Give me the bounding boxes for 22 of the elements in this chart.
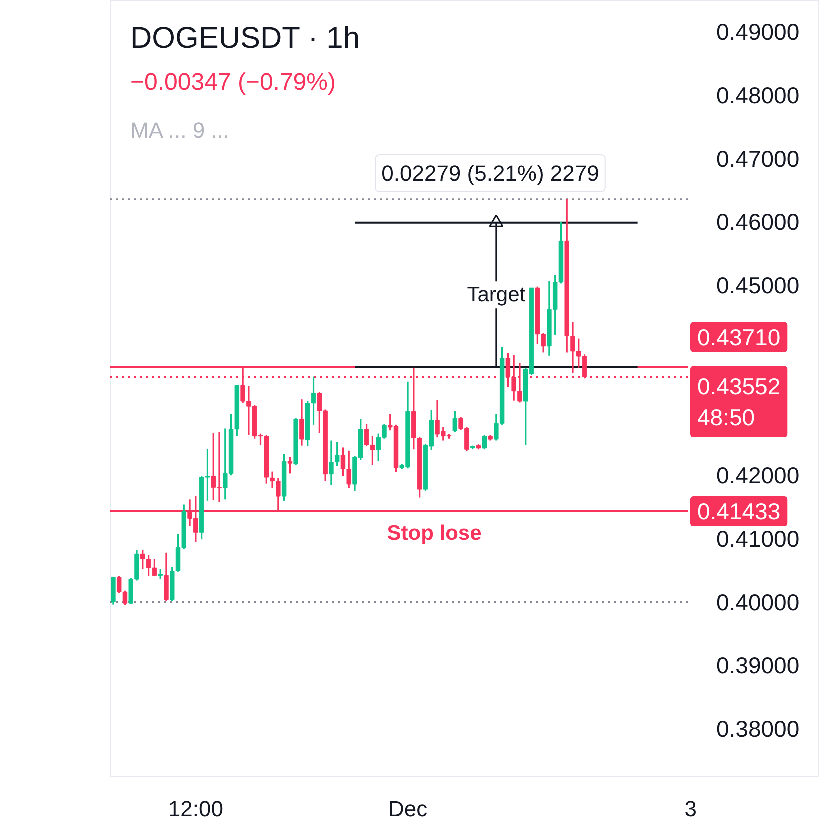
y-tick-label: 0.39000: [716, 652, 800, 679]
x-tick-label: Dec: [388, 796, 428, 822]
annotation: MA ... 9 ...: [130, 118, 230, 143]
y-tick-label: 0.38000: [716, 716, 800, 742]
annotation: Target: [467, 284, 526, 307]
ref-line-label: 0.43710: [698, 324, 781, 350]
x-tick-label: 3: [684, 796, 697, 822]
annotation: Stop lose: [387, 522, 482, 545]
text: −0.00347 (−0.79%): [130, 69, 336, 96]
y-tick-label: 0.42000: [716, 462, 800, 489]
y-tick-label: 0.40000: [716, 589, 800, 616]
ref-line-label: 0.41433: [698, 498, 781, 525]
text: DOGEUSDT · 1h: [130, 22, 360, 55]
y-tick-label: 0.48000: [716, 82, 800, 109]
y-tick-label: 0.46000: [716, 209, 800, 236]
legend-label: 0.43552 48:50: [698, 373, 781, 430]
y-tick-label: 0.41000: [716, 526, 800, 552]
y-tick-label: 0.45000: [716, 272, 800, 299]
y-tick-label: 0.47000: [716, 146, 800, 172]
y-tick-label: 0.49000: [716, 19, 800, 46]
x-tick-label: 12:00: [168, 796, 224, 822]
annotation: 0.02279 (5.21%) 2279: [382, 161, 600, 186]
